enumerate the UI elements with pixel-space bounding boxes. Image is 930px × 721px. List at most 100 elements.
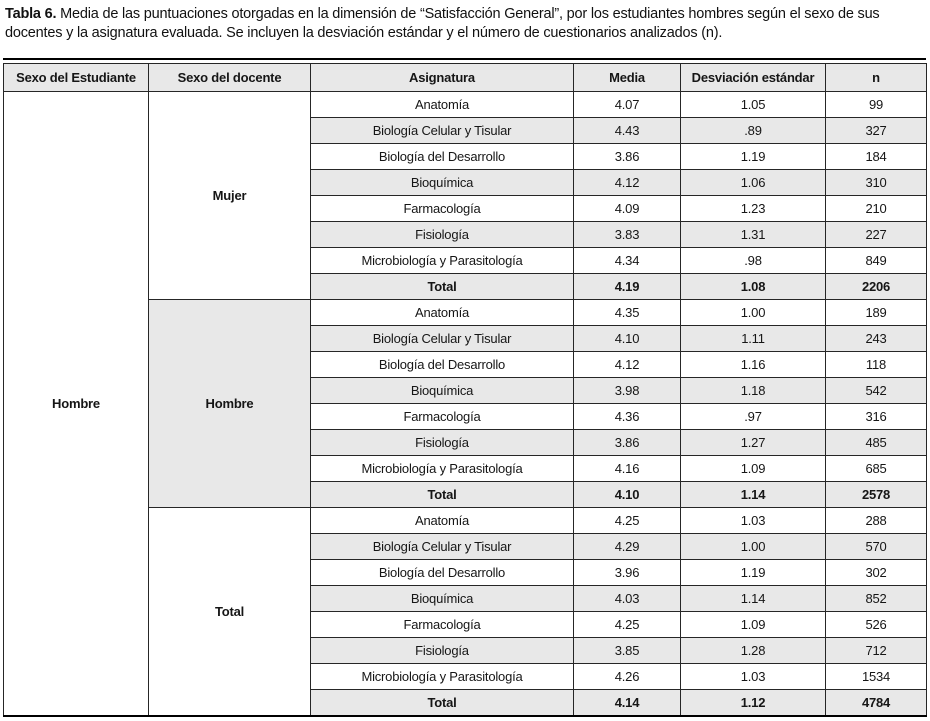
cell-std-dev: 1.16 <box>680 351 826 378</box>
cell-n: 570 <box>825 533 927 560</box>
cell-subject: Biología Celular y Tisular <box>310 117 574 144</box>
cell-std-dev: 1.03 <box>680 663 826 690</box>
table-caption: Tabla 6. Media de las puntuaciones otorg… <box>0 0 930 43</box>
cell-subject: Bioquímica <box>310 377 574 404</box>
cell-n: 4784 <box>825 689 927 717</box>
table-body: Hombre Mujer Anatomía 4.07 1.05 99 Biología Ce… <box>3 91 927 717</box>
cell-n: 712 <box>825 637 927 664</box>
cell-mean: 3.83 <box>573 221 681 248</box>
cell-std-dev: 1.08 <box>680 273 826 300</box>
cell-n: 849 <box>825 247 927 274</box>
cell-std-dev: .97 <box>680 403 826 430</box>
cell-subject: Bioquímica <box>310 169 574 196</box>
table-row: Hombre Anatomía 4.35 1.00 189 <box>4 299 927 508</box>
cell-subject: Anatomía <box>310 507 574 534</box>
cell-subject: Biología del Desarrollo <box>310 559 574 586</box>
cell-n: 2206 <box>825 273 927 300</box>
table-caption-text: Media de las puntuaciones otorgadas en l… <box>5 6 880 41</box>
cell-mean: 4.36 <box>573 403 681 430</box>
column-header-student-sex: Sexo del Estudiante <box>3 63 149 92</box>
table-row: Microbiología y Parasitología 4.34.98 849 <box>4 247 927 274</box>
cell-mean: 4.25 <box>573 507 681 534</box>
cell-mean: 3.98 <box>573 377 681 404</box>
cell-n: 2578 <box>825 481 927 508</box>
cell-subject: Anatomía <box>310 299 574 326</box>
cell-mean: 4.03 <box>573 585 681 612</box>
cell-subject: Biología del Desarrollo <box>310 351 574 378</box>
cell-mean: 3.86 <box>573 429 681 456</box>
cell-mean: 4.29 <box>573 533 681 560</box>
cell-subject: Total <box>310 481 574 508</box>
cell-n: 852 <box>825 585 927 612</box>
column-header-teacher-sex: Sexo del docente <box>148 63 311 92</box>
column-header-mean: Media <box>573 63 681 92</box>
table-row: Farmacología 4.25 1.09 526 <box>4 611 927 638</box>
table-row: Fisiología 3.86 1.27 485 <box>4 429 927 456</box>
table-row: Microbiología y Parasitología 4.16 1.09 685 <box>4 455 927 482</box>
cell-std-dev: 1.11 <box>680 325 826 352</box>
cell-subject: Biología Celular y Tisular <box>310 325 574 352</box>
cell-mean: 3.96 <box>573 559 681 586</box>
table-top-rule <box>3 58 926 60</box>
cell-std-dev: 1.05 <box>680 91 826 118</box>
table-row: Hombre Mujer Anatomía 4.07 1.05 99 <box>3 91 927 717</box>
column-header-n: n <box>825 63 927 92</box>
cell-n: 99 <box>825 91 927 118</box>
cell-std-dev: 1.19 <box>680 143 826 170</box>
table-row: Farmacología 4.36.97 316 <box>4 403 927 430</box>
cell-mean: 3.85 <box>573 637 681 664</box>
cell-subject: Anatomía <box>310 91 574 118</box>
cell-n: 316 <box>825 403 927 430</box>
cell-mean: 4.07 <box>573 91 681 118</box>
table-row: Farmacología 4.09 1.23 210 <box>4 195 927 222</box>
table-row: Biología Celular y Tisular 4.29 1.00 570 <box>4 533 927 560</box>
cell-n: 526 <box>825 611 927 638</box>
cell-mean: 4.26 <box>573 663 681 690</box>
column-header-std-dev: Desviación estándar <box>680 63 826 92</box>
cell-mean: 4.12 <box>573 169 681 196</box>
cell-std-dev: 1.00 <box>680 299 826 326</box>
cell-mean: 4.19 <box>573 273 681 300</box>
cell-subject: Total <box>310 689 574 717</box>
cell-std-dev: .98 <box>680 247 826 274</box>
cell-subject: Fisiología <box>310 637 574 664</box>
cell-mean: 4.10 <box>573 325 681 352</box>
table-row: Biología del Desarrollo 4.12 1.16 118 <box>4 351 927 378</box>
table-row: Total Anatomía 4.25 1.03 288 <box>4 507 927 717</box>
cell-n: 243 <box>825 325 927 352</box>
cell-subject: Fisiología <box>310 221 574 248</box>
table-row: Biología del Desarrollo 3.86 1.19 184 <box>4 143 927 170</box>
cell-subject: Total <box>310 273 574 300</box>
cell-subject: Microbiología y Parasitología <box>310 247 574 274</box>
cell-std-dev: 1.09 <box>680 455 826 482</box>
cell-n: 310 <box>825 169 927 196</box>
cell-mean: 4.25 <box>573 611 681 638</box>
cell-n: 485 <box>825 429 927 456</box>
cell-n: 685 <box>825 455 927 482</box>
cell-std-dev: 1.14 <box>680 481 826 508</box>
cell-std-dev: 1.06 <box>680 169 826 196</box>
cell-std-dev: .89 <box>680 117 826 144</box>
cell-n: 227 <box>825 221 927 248</box>
cell-subject: Microbiología y Parasitología <box>310 663 574 690</box>
table-row: Biología del Desarrollo 3.96 1.19 302 <box>4 559 927 586</box>
cell-mean: 4.35 <box>573 299 681 326</box>
cell-std-dev: 1.27 <box>680 429 826 456</box>
table-row: Bioquímica 4.03 1.14 852 <box>4 585 927 612</box>
results-table: Sexo del Estudiante Sexo del docente Asi… <box>3 63 927 717</box>
table-header-row: Sexo del Estudiante Sexo del docente Asi… <box>3 63 927 92</box>
cell-n: 327 <box>825 117 927 144</box>
table-row: Microbiología y Parasitología 4.26 1.03 153… <box>4 663 927 690</box>
cell-subject: Fisiología <box>310 429 574 456</box>
cell-n: 118 <box>825 351 927 378</box>
cell-std-dev: 1.14 <box>680 585 826 612</box>
table-header: Sexo del Estudiante Sexo del docente Asi… <box>3 63 927 92</box>
cell-n: 184 <box>825 143 927 170</box>
table-row: Total 4.14 1.12 4784 <box>4 689 927 717</box>
column-header-subject: Asignatura <box>310 63 574 92</box>
cell-mean: 4.09 <box>573 195 681 222</box>
cell-std-dev: 1.31 <box>680 221 826 248</box>
cell-mean: 3.86 <box>573 143 681 170</box>
table-row: Total 4.19 1.08 2206 <box>4 273 927 300</box>
cell-subject: Microbiología y Parasitología <box>310 455 574 482</box>
